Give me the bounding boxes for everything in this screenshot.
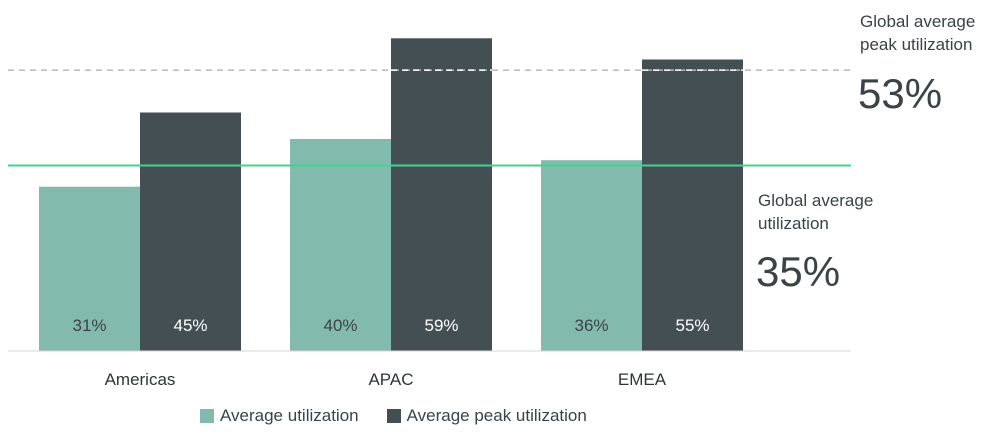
bar-value-label: 45% — [173, 316, 207, 335]
category-label-americas: Americas — [105, 370, 176, 389]
legend-item-average: Average utilization — [200, 406, 359, 426]
avg-line-label-line2: utilization — [758, 214, 829, 233]
legend-item-peak: Average peak utilization — [386, 406, 587, 426]
bar-apac-series-2 — [391, 38, 492, 352]
legend: Average utilization Average peak utiliza… — [200, 406, 615, 426]
peak-line-label-line1: Global average — [860, 12, 976, 31]
bar-value-label: 36% — [574, 316, 608, 335]
bar-value-label: 40% — [323, 316, 357, 335]
category-label-apac: APAC — [368, 370, 413, 389]
bar-americas-series-1 — [39, 186, 140, 351]
bar-value-label: 55% — [675, 316, 709, 335]
legend-swatch-average — [200, 409, 214, 423]
avg-line-label-line1: Global average — [758, 191, 874, 210]
bar-emea-series-2 — [642, 59, 743, 351]
bar-americas-series-2 — [140, 112, 241, 351]
bar-apac-series-1 — [290, 139, 391, 351]
legend-swatch-peak — [386, 409, 401, 423]
bar-value-label: 59% — [424, 316, 458, 335]
avg-line-value: 35% — [756, 248, 841, 295]
peak-line-value: 53% — [858, 70, 943, 117]
peak-line-label: Global average peak utilization — [860, 10, 975, 56]
legend-label-peak: Average peak utilization — [406, 406, 587, 425]
category-label-emea: EMEA — [618, 370, 667, 389]
legend-label-average: Average utilization — [220, 406, 359, 425]
peak-line-label-line2: peak utilization — [860, 35, 973, 54]
avg-line-label: Global average utilization — [758, 189, 873, 235]
bar-value-label: 31% — [72, 316, 106, 335]
bar-emea-series-1 — [541, 160, 642, 351]
